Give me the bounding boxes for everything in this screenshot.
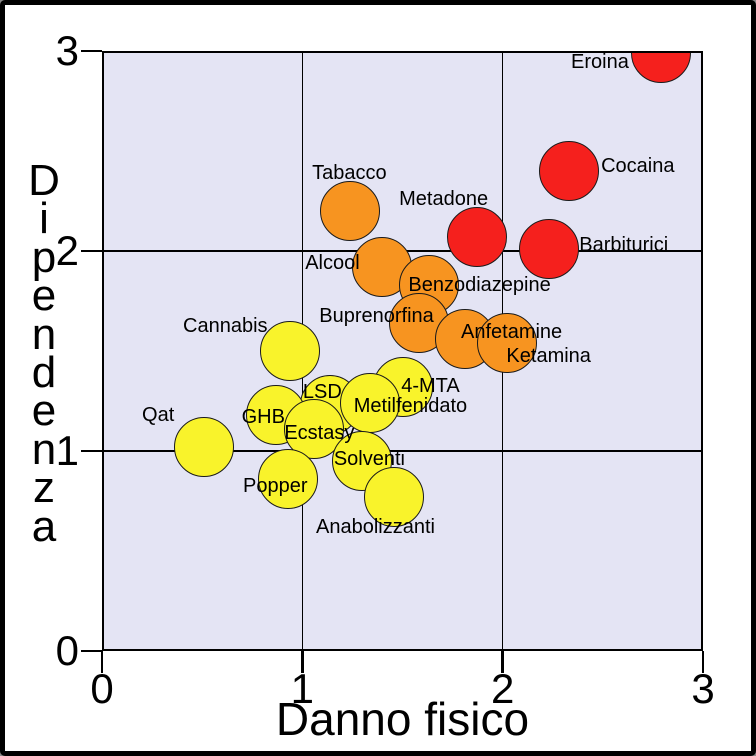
point-label-ketamina: Ketamina bbox=[506, 345, 591, 367]
y-tick-1 bbox=[81, 449, 102, 453]
y-axis-title-letter: z bbox=[33, 463, 55, 513]
gridline-horizontal-1 bbox=[102, 450, 703, 452]
y-axis-title-letter: n bbox=[31, 424, 57, 474]
bubble-metilfenidato bbox=[340, 373, 401, 433]
y-axis-title-letter: p bbox=[31, 232, 57, 282]
bubble-ketamina bbox=[476, 313, 537, 373]
x-tick-label-3: 3 bbox=[691, 665, 715, 712]
point-label-cannabis: Cannabis bbox=[183, 315, 268, 337]
point-label-cocaina: Cocaina bbox=[601, 155, 675, 177]
y-tick-label-0: 0 bbox=[55, 627, 79, 674]
bubble-cannabis bbox=[260, 321, 321, 381]
x-tick-label-2: 2 bbox=[490, 665, 515, 712]
point-label-ghb: GHB bbox=[241, 406, 285, 428]
point-label-solventi: Solventi bbox=[333, 448, 405, 470]
point-label-barbiturici: Barbiturici bbox=[579, 234, 669, 256]
x-tick-1 bbox=[301, 651, 304, 673]
y-tick-3 bbox=[81, 49, 102, 53]
x-tick-2 bbox=[501, 651, 504, 673]
y-axis-title-letter: a bbox=[31, 501, 57, 551]
y-axis-title-letter: n bbox=[31, 309, 57, 359]
point-label-anabolizzanti: Anabolizzanti bbox=[316, 516, 435, 538]
bubble-cocaina bbox=[538, 141, 599, 201]
point-label-qat: Qat bbox=[142, 404, 175, 426]
y-tick-label-2: 2 bbox=[55, 227, 79, 274]
point-label-metilfenidato: Metilfenidato bbox=[353, 395, 468, 417]
x-tick-3 bbox=[701, 651, 705, 673]
plot-area: Eroina Cocaina Barbiturici Metadone Tabacco A… bbox=[102, 51, 703, 651]
point-label-eroina: Eroina bbox=[571, 51, 629, 73]
y-axis-title-letter: D bbox=[28, 156, 60, 205]
point-label-lsd: LSD bbox=[302, 381, 342, 403]
bubble-popper bbox=[258, 449, 319, 509]
y-tick-label-1: 1 bbox=[55, 427, 79, 474]
bubble-anabolizzanti bbox=[364, 467, 425, 527]
point-label-ecstasy: Ecstasy bbox=[284, 422, 355, 444]
bubble-qat bbox=[174, 417, 235, 477]
bubble-eroina bbox=[630, 51, 691, 83]
x-tick-label-0: 0 bbox=[90, 665, 114, 712]
y-axis-title-letter: d bbox=[31, 347, 57, 397]
x-tick-label-1: 1 bbox=[290, 665, 314, 712]
bubble-metadone bbox=[446, 207, 507, 267]
point-label-4-mta: 4-MTA bbox=[401, 375, 460, 397]
y-axis-title-letter: e bbox=[31, 386, 57, 436]
point-label-tabacco: Tabacco bbox=[312, 162, 387, 184]
point-label-buprenorfina: Buprenorfina bbox=[319, 305, 434, 327]
bubble-barbiturici bbox=[518, 219, 579, 279]
y-axis-title-letter: i bbox=[39, 194, 49, 244]
bubble-solventi bbox=[332, 431, 393, 491]
x-axis-title: Danno fisico bbox=[275, 693, 530, 745]
bubble-tabacco bbox=[320, 181, 381, 241]
y-tick-2 bbox=[81, 249, 102, 253]
point-label-benzodiazepine: Benzodiazepine bbox=[408, 274, 551, 296]
point-label-metadone: Metadone bbox=[399, 188, 489, 210]
y-tick-0 bbox=[81, 649, 102, 653]
x-tick-0 bbox=[100, 651, 104, 673]
point-label-alcool: Alcool bbox=[305, 252, 360, 274]
point-label-anfetamine: Anfetamine bbox=[461, 321, 563, 343]
y-tick-label-3: 3 bbox=[55, 27, 79, 74]
y-axis-title-letter: e bbox=[31, 271, 57, 321]
point-label-popper: Popper bbox=[243, 475, 308, 497]
